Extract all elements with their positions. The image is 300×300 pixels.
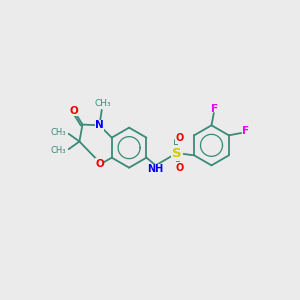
Text: F: F xyxy=(211,104,218,114)
Text: CH₃: CH₃ xyxy=(51,146,66,155)
Text: S: S xyxy=(172,146,182,160)
Text: CH₃: CH₃ xyxy=(51,128,66,137)
Text: O: O xyxy=(95,159,104,169)
Text: NH: NH xyxy=(147,164,163,174)
Text: O: O xyxy=(70,106,78,116)
Text: N: N xyxy=(95,120,104,130)
Text: O: O xyxy=(176,134,184,143)
Text: CH₃: CH₃ xyxy=(94,99,111,108)
Text: F: F xyxy=(242,127,249,136)
Text: O: O xyxy=(176,163,184,173)
